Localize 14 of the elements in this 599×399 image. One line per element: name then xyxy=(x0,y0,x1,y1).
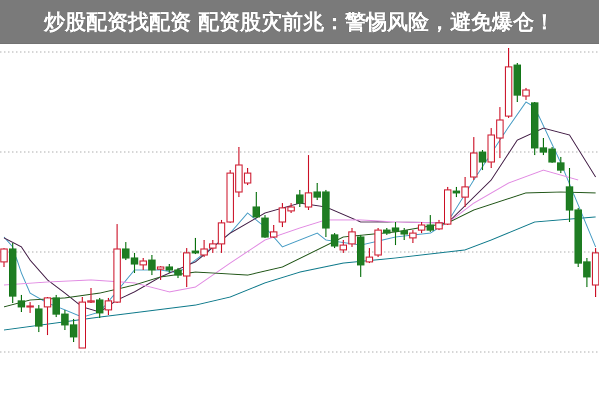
candlestick xyxy=(340,239,348,254)
chart-title: 炒股配资找配资 配资股灾前兆：警惕风险，避免爆仓！ xyxy=(44,9,556,36)
candlestick xyxy=(182,248,190,288)
candlestick xyxy=(139,257,147,271)
candlestick xyxy=(356,234,364,278)
candlestick xyxy=(426,214,434,232)
candlestick xyxy=(8,242,16,304)
candlestick xyxy=(96,297,104,319)
candlestick xyxy=(470,136,478,181)
candlestick xyxy=(514,62,522,103)
candlestick xyxy=(35,304,43,333)
candlestick xyxy=(557,156,565,174)
candlestick xyxy=(296,189,304,208)
candlestick xyxy=(461,176,469,208)
